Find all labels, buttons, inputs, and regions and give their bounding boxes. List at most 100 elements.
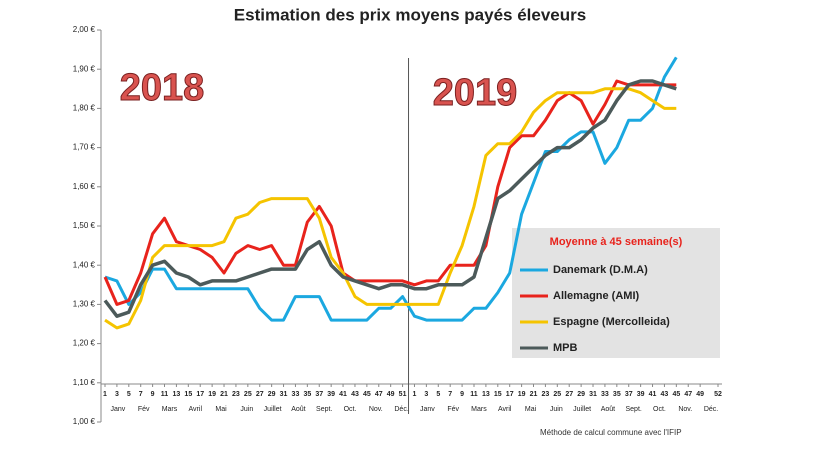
y-tick-label: 1,50 € [73,221,96,230]
y-tick-label: 2,00 € [73,25,96,34]
x-tick-label: 19 [208,391,216,398]
legend-title: Moyenne à 45 semaine(s) [550,236,683,248]
x-tick-label: 49 [696,391,704,398]
x-tick-label: 17 [506,391,514,398]
x-tick-label: 27 [565,391,573,398]
x-tick-label: 45 [672,391,680,398]
month-label: Nov. [678,406,692,413]
series-line [103,79,677,318]
x-tick-label: 5 [436,391,440,398]
x-tick-label: 11 [470,391,478,398]
year-label: 2019 [433,72,518,114]
x-tick-label: 21 [530,391,538,398]
x-tick-label: 1 [103,391,107,398]
x-tick-label: 35 [303,391,311,398]
x-tick-label: 5 [127,391,131,398]
x-tick-label: 39 [637,391,645,398]
month-label: Déc. [394,406,408,413]
month-label: Mai [525,406,537,413]
x-tick-label: 13 [173,391,181,398]
legend-label: Danemark (D.M.A) [553,264,648,276]
x-tick-label: 47 [684,391,692,398]
y-tick-label: 1,40 € [73,260,96,269]
month-label: Oct. [653,406,666,413]
x-tick-label: 41 [339,391,347,398]
month-label: Avril [189,406,203,413]
x-tick-label: 51 [399,391,407,398]
x-tick-label: 31 [589,391,597,398]
month-label: Nov. [369,406,383,413]
legend-label: Espagne (Mercolleida) [553,316,670,328]
x-tick-label: 27 [256,391,264,398]
month-label: Déc. [704,406,718,413]
y-tick-label: 1,60 € [73,182,96,191]
x-tick-label: 3 [115,391,119,398]
month-label: Janv [420,406,435,413]
month-label: Juillet [573,406,591,413]
x-tick-label: 43 [661,391,669,398]
y-tick-label: 1,20 € [73,339,96,348]
month-label: Août [601,406,615,413]
x-tick-label: 35 [613,391,621,398]
x-tick-label: 52 [714,391,722,398]
month-label: Janv [110,406,125,413]
x-tick-label: 33 [601,391,609,398]
x-tick-label: 7 [448,391,452,398]
x-tick-label: 37 [625,391,633,398]
month-label: Mars [162,406,178,413]
legend-label: MPB [553,342,578,354]
footnote: Méthode de calcul commune avec l'IFIP [540,428,682,437]
series-line [104,56,678,322]
x-tick-label: 37 [315,391,323,398]
month-label: Mars [471,406,487,413]
month-label: Oct. [344,406,357,413]
x-tick-label: 43 [351,391,359,398]
x-tick-label: 49 [387,391,395,398]
month-label: Fév [138,406,150,413]
year-label: 2018 [120,67,205,109]
legend-box [512,228,720,358]
month-label: Mai [215,406,227,413]
series-line [104,87,677,330]
x-tick-label: 29 [268,391,276,398]
x-tick-label: 25 [553,391,561,398]
x-tick-label: 23 [542,391,550,398]
y-tick-label: 1,00 € [73,417,96,426]
y-tick-label: 1,80 € [73,104,96,113]
x-tick-label: 17 [196,391,204,398]
x-tick-label: 23 [232,391,240,398]
series-line [103,79,677,306]
x-tick-label: 7 [139,391,143,398]
x-tick-label: 15 [184,391,192,398]
x-tick-label: 39 [327,391,335,398]
month-label: Sept. [626,406,642,413]
month-label: Juin [240,406,253,413]
x-tick-label: 9 [151,391,155,398]
x-tick-label: 45 [363,391,371,398]
x-tick-label: 21 [220,391,228,398]
x-tick-label: 3 [424,391,428,398]
y-tick-label: 1,70 € [73,143,96,152]
x-tick-label: 47 [375,391,383,398]
month-label: Juin [550,406,563,413]
x-tick-label: 25 [244,391,252,398]
y-tick-label: 1,10 € [73,378,96,387]
x-tick-label: 15 [494,391,502,398]
month-label: Avril [498,406,512,413]
month-label: Sept. [316,406,332,413]
y-tick-label: 1,30 € [73,300,96,309]
x-tick-label: 31 [280,391,288,398]
x-tick-label: 29 [577,391,585,398]
x-tick-label: 11 [161,391,169,398]
month-label: Juillet [264,406,282,413]
month-label: Fév [447,406,459,413]
chart-title: Estimation des prix moyens payés éleveur… [234,5,586,24]
x-tick-label: 13 [482,391,490,398]
x-tick-label: 19 [518,391,526,398]
legend-label: Allemagne (AMI) [553,290,640,302]
x-tick-label: 41 [649,391,657,398]
month-label: Août [291,406,305,413]
x-tick-label: 1 [413,391,417,398]
x-tick-label: 33 [292,391,300,398]
